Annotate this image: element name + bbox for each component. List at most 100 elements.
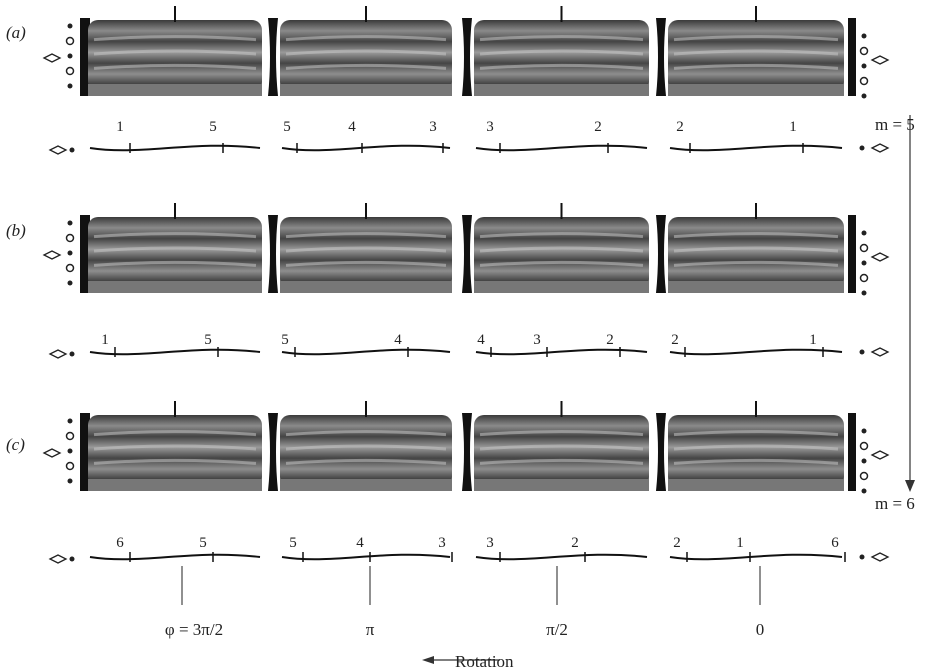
cylinder-photo	[88, 20, 262, 92]
neck	[462, 413, 472, 491]
end-plate	[80, 215, 90, 293]
vortex-band	[93, 260, 257, 267]
wave-line	[89, 553, 261, 561]
vortex-band	[93, 444, 257, 451]
end-plate	[848, 215, 856, 293]
marker-diamond	[870, 252, 890, 262]
marker-ring	[859, 76, 869, 86]
marker-dot	[861, 63, 867, 69]
node-number: 6	[831, 535, 839, 551]
node-number: 1	[736, 535, 744, 551]
photo-base	[88, 281, 262, 293]
marker-dot	[67, 83, 73, 89]
node-number: 3	[438, 535, 446, 551]
vortex-band	[285, 63, 447, 70]
node-number: 5	[209, 119, 217, 135]
vortex-band	[285, 232, 447, 239]
row-label: (c)	[6, 435, 25, 454]
cylinder-photo	[280, 20, 452, 92]
end-plate	[848, 413, 856, 491]
neck	[462, 215, 472, 293]
node-number: 4	[394, 332, 402, 348]
row-label: (b)	[6, 221, 26, 240]
vortex-band	[285, 246, 447, 253]
node-number: 2	[571, 535, 579, 551]
marker-ring	[859, 471, 869, 481]
marker-dot	[861, 260, 867, 266]
marker-diamond	[42, 448, 62, 458]
marker-dot	[67, 280, 73, 286]
vortex-band	[673, 458, 839, 465]
node-number: 1	[101, 332, 109, 348]
wave-line	[281, 553, 451, 561]
neck	[656, 18, 666, 96]
cylinder-photo	[668, 217, 844, 289]
node-number: 6	[116, 535, 124, 551]
phase-label: 0	[756, 620, 765, 639]
cylinder-photo	[668, 415, 844, 487]
vortex-band	[93, 63, 257, 70]
marker-ring	[65, 263, 75, 273]
vortex-band	[479, 260, 644, 267]
photo-base	[280, 84, 452, 96]
vortex-band	[673, 63, 839, 70]
marker-diamond	[42, 250, 62, 260]
arrow-head	[905, 480, 915, 492]
neck	[268, 18, 278, 96]
photo-base	[668, 281, 844, 293]
photo-base	[88, 84, 262, 96]
node-number: 5	[199, 535, 207, 551]
marker-dot	[69, 556, 75, 562]
node-number: 3	[533, 332, 541, 348]
end-plate	[848, 18, 856, 96]
node-number: 3	[429, 119, 437, 135]
marker-diamond	[48, 349, 68, 359]
node-number: 4	[477, 332, 485, 348]
vortex-band	[479, 35, 644, 42]
photo-base	[88, 479, 262, 491]
marker-diamond	[870, 347, 890, 357]
phase-label: π/2	[546, 620, 568, 639]
vortex-band	[285, 430, 447, 437]
wave-line	[669, 553, 843, 561]
end-plate	[80, 413, 90, 491]
vortex-band	[285, 444, 447, 451]
cylinder-photo	[474, 20, 649, 92]
wave-line	[89, 144, 261, 152]
cylinder-photo	[280, 217, 452, 289]
marker-diamond	[870, 55, 890, 65]
marker-dot	[67, 478, 73, 484]
marker-dot	[67, 418, 73, 424]
cylinder-photo	[474, 415, 649, 487]
rotation-label: Rotation	[455, 652, 514, 671]
marker-dot	[861, 290, 867, 296]
marker-dot	[69, 147, 75, 153]
photo-base	[474, 84, 649, 96]
vortex-band	[673, 246, 839, 253]
node-number: 2	[606, 332, 614, 348]
marker-dot	[67, 23, 73, 29]
wave-line	[475, 553, 648, 561]
vortex-band	[479, 246, 644, 253]
marker-ring	[65, 36, 75, 46]
photo-base	[474, 479, 649, 491]
marker-diamond	[870, 552, 890, 562]
node-number: 3	[486, 535, 494, 551]
vortex-band	[479, 49, 644, 56]
vortex-band	[673, 49, 839, 56]
phase-label: π	[366, 620, 375, 639]
vortex-band	[479, 444, 644, 451]
photo-base	[280, 479, 452, 491]
neck	[268, 215, 278, 293]
marker-dot	[861, 488, 867, 494]
node-number: 4	[356, 535, 364, 551]
wave-line	[669, 348, 843, 356]
photo-base	[474, 281, 649, 293]
vortex-band	[93, 246, 257, 253]
marker-ring	[65, 431, 75, 441]
vortex-band	[285, 35, 447, 42]
phase-label: φ = 3π/2	[165, 620, 223, 639]
node-number: 4	[348, 119, 356, 135]
node-number: 2	[673, 535, 681, 551]
